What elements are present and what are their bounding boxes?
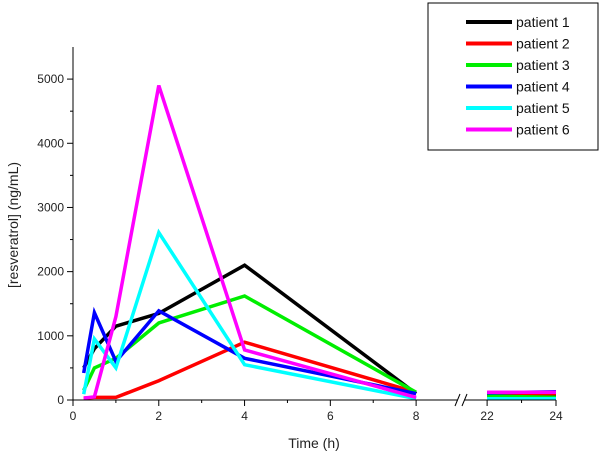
legend-label: patient 2	[516, 36, 570, 52]
y-tick-label: 0	[57, 393, 64, 407]
legend-item-3: patient 3	[466, 57, 570, 73]
series-3-line-early	[82, 294, 417, 394]
legend-item-2: patient 2	[466, 36, 570, 52]
series-6-line-early	[83, 84, 417, 400]
series-5-line-early	[81, 228, 417, 401]
legend: patient 1 patient 2 patient 3 patient 4 pati…	[427, 2, 599, 151]
x-tick-label: 0	[70, 409, 77, 423]
legend-item-6: patient 6	[466, 122, 570, 138]
y-tick-label: 1000	[37, 329, 64, 343]
series-6	[83, 84, 556, 400]
x-tick-label: 24	[549, 409, 563, 423]
legend-item-1: patient 1	[466, 14, 570, 30]
legend-item-4: patient 4	[466, 79, 570, 95]
series-5	[81, 228, 556, 401]
legend-label: patient 6	[516, 122, 570, 138]
legend-item-5: patient 5	[466, 100, 570, 116]
legend-label: patient 4	[516, 79, 570, 95]
y-tick-label: 4000	[37, 136, 64, 150]
series-4-line-early	[81, 306, 417, 396]
x-tick-label: 4	[241, 409, 248, 423]
legend-label: patient 5	[516, 100, 570, 116]
y-tick-label: 2000	[37, 265, 64, 279]
x-tick-label: 22	[480, 409, 494, 423]
axes	[72, 47, 556, 407]
x-tick-label: 6	[327, 409, 334, 423]
x-tick-label: 8	[413, 409, 420, 423]
series-1-line-early	[82, 263, 418, 396]
legend-box	[427, 2, 599, 151]
y-tick-label: 5000	[37, 72, 64, 86]
y-tick-label: 3000	[37, 200, 64, 214]
x-tick-label: 2	[155, 409, 162, 423]
legend-label: patient 1	[516, 14, 570, 30]
plot-lines	[81, 84, 557, 401]
y-axis-title: [resveratrol] (ng/mL)	[5, 162, 21, 288]
axis-break-mark	[454, 393, 468, 407]
x-axis-title: Time (h)	[288, 435, 340, 451]
legend-label: patient 3	[516, 57, 570, 73]
